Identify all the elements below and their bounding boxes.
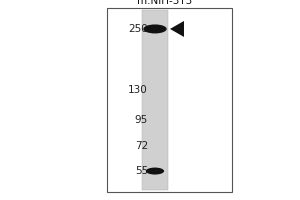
Text: 55: 55	[135, 166, 148, 176]
Ellipse shape	[143, 24, 167, 33]
Ellipse shape	[146, 168, 164, 175]
Bar	[142, 10, 168, 190]
Text: 130: 130	[128, 85, 148, 95]
Text: m.NIH-3T3: m.NIH-3T3	[137, 0, 193, 6]
Text: 95: 95	[135, 115, 148, 125]
Text: 72: 72	[135, 141, 148, 151]
Text: 250: 250	[128, 24, 148, 34]
Polygon shape	[170, 21, 184, 37]
Bar	[107, 8, 232, 192]
